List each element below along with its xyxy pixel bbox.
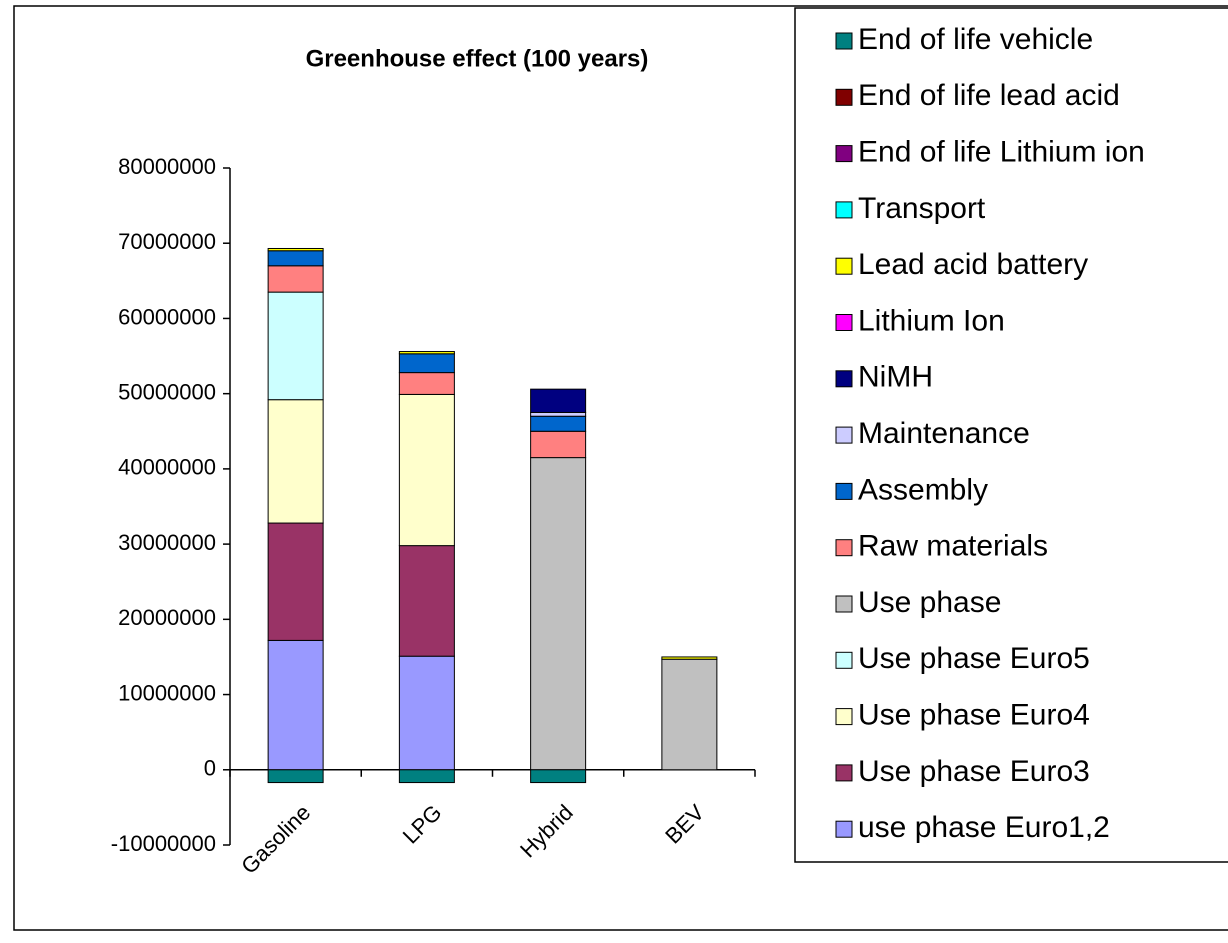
legend-swatch (835, 257, 853, 275)
legend-label: Assembly (858, 473, 988, 506)
legend-box (794, 7, 1228, 863)
bar-segment (267, 291, 324, 401)
legend-label: Use phase (858, 586, 1001, 619)
y-tick-label: 50000000 (118, 379, 216, 404)
bar-segment (530, 769, 587, 784)
legend-label: Use phase Euro3 (858, 755, 1090, 788)
bar-segment (530, 457, 587, 771)
legend-swatch (835, 820, 853, 838)
legend-label: Lithium Ion (858, 304, 1005, 337)
legend-swatch (835, 651, 853, 669)
bar-segment (530, 415, 587, 432)
bar-segment (398, 545, 455, 657)
y-tick-label: 0 (204, 756, 216, 781)
bar-segment (661, 658, 718, 771)
legend-swatch (835, 426, 853, 444)
bar-segment (398, 769, 455, 784)
legend-swatch (835, 708, 853, 726)
legend-swatch (835, 201, 853, 219)
bar-segment (267, 250, 324, 267)
bar-segment (398, 655, 455, 771)
y-tick-label: -10000000 (111, 831, 216, 856)
legend-swatch (835, 32, 853, 50)
legend-swatch (835, 370, 853, 388)
legend-label: Lead acid battery (858, 248, 1088, 281)
bar-segment (398, 372, 455, 395)
legend-label: Use phase Euro5 (858, 642, 1090, 675)
y-tick-label: 70000000 (118, 229, 216, 254)
legend-label: Maintenance (858, 417, 1030, 450)
bar-segment (267, 769, 324, 784)
bar-segment (267, 247, 324, 252)
legend-swatch (835, 595, 853, 613)
legend-label: use phase Euro1,2 (858, 811, 1110, 844)
bar-segment (267, 522, 324, 641)
bar-segment (530, 411, 587, 417)
legend-swatch (835, 482, 853, 500)
bar-segment (398, 351, 455, 355)
legend-label: Transport (858, 192, 986, 225)
legend-swatch (835, 88, 853, 106)
legend-label: Use phase Euro4 (858, 699, 1090, 732)
legend-swatch (835, 145, 853, 163)
y-tick-label: 80000000 (118, 154, 216, 179)
legend-swatch (835, 539, 853, 557)
legend-swatch (835, 314, 853, 331)
legend-label: End of life vehicle (858, 23, 1093, 56)
legend-label: NiMH (858, 361, 933, 394)
bar-segment (661, 656, 718, 660)
bar-segment (398, 393, 455, 547)
y-tick-label: 30000000 (118, 530, 216, 555)
legend-label: End of life lead acid (858, 79, 1120, 112)
y-tick-label: 40000000 (118, 455, 216, 480)
y-tick-label: 10000000 (118, 680, 216, 705)
bar-segment (530, 388, 587, 413)
chart-title: Greenhouse effect (100 years) (306, 45, 649, 72)
legend-label: Raw materials (858, 530, 1048, 563)
bar-segment (530, 430, 587, 459)
legend-label: End of life Lithium ion (858, 136, 1145, 169)
bar-segment (398, 353, 455, 374)
y-tick-label: 20000000 (118, 605, 216, 630)
y-tick-label: 60000000 (118, 304, 216, 329)
bar-segment (267, 639, 324, 771)
bar-segment (267, 265, 324, 293)
legend-swatch (835, 764, 853, 782)
bar-segment (267, 399, 324, 524)
